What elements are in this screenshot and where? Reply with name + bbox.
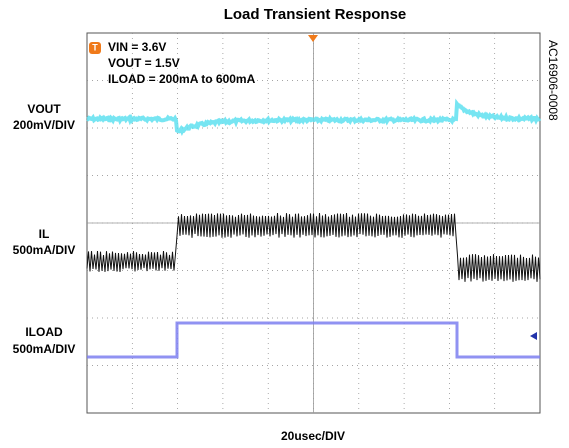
channel-name: IL (39, 227, 50, 241)
ref-marker (530, 332, 537, 340)
traces (86, 98, 542, 359)
iload-trace (87, 321, 540, 359)
il-trace (86, 212, 541, 282)
title: Load Transient Response (224, 6, 407, 23)
annotation: VIN = 3.6V (108, 40, 166, 54)
channel-scale: 500mA/DIV (13, 342, 76, 356)
channel-scale: 500mA/DIV (13, 243, 76, 257)
vout-trace (86, 98, 542, 137)
figure-id: AC16906-0008 (546, 40, 560, 121)
channel-name: VOUT (27, 102, 61, 116)
trigger-icon-letter: T (92, 42, 98, 52)
channel-name: ILOAD (25, 325, 63, 339)
trigger-icon (89, 42, 101, 54)
annotation: VOUT = 1.5V (108, 56, 180, 70)
channel-scale: 200mV/DIV (13, 118, 75, 132)
timebase: 20usec/DIV (281, 429, 345, 443)
annotation: ILOAD = 200mA to 600mA (108, 72, 256, 86)
trigger-marker (308, 35, 318, 42)
